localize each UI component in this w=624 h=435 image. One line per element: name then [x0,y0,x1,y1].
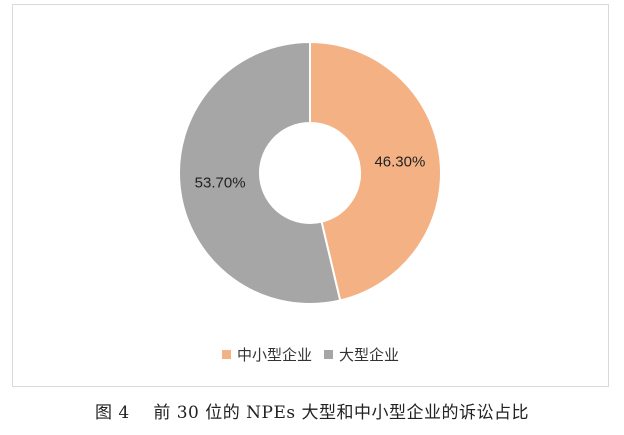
chart-frame: 46.30% 53.70% 中小型企业 大型企业 [12,4,609,387]
legend-item-sme: 中小型企业 [221,344,312,365]
slice-label-large: 53.70% [195,174,246,191]
donut-chart: 46.30% 53.70% [178,40,442,305]
legend-label-large: 大型企业 [339,346,400,364]
legend-label-sme: 中小型企业 [236,346,312,364]
figure-caption-text: 前 30 位的 NPEs 大型和中小型企业的诉讼占比 [153,403,530,423]
chart-legend: 中小型企业 大型企业 [13,344,608,365]
figure-number: 图 4 [94,403,130,423]
figure-caption: 图 4 前 30 位的 NPEs 大型和中小型企业的诉讼占比 [0,398,624,423]
legend-swatch-large [324,350,333,359]
legend-item-large: 大型企业 [324,344,399,365]
slice-large [178,40,342,305]
slice-label-sme: 46.30% [374,153,425,170]
slice-sme [309,40,442,302]
legend-swatch-sme [221,350,231,359]
